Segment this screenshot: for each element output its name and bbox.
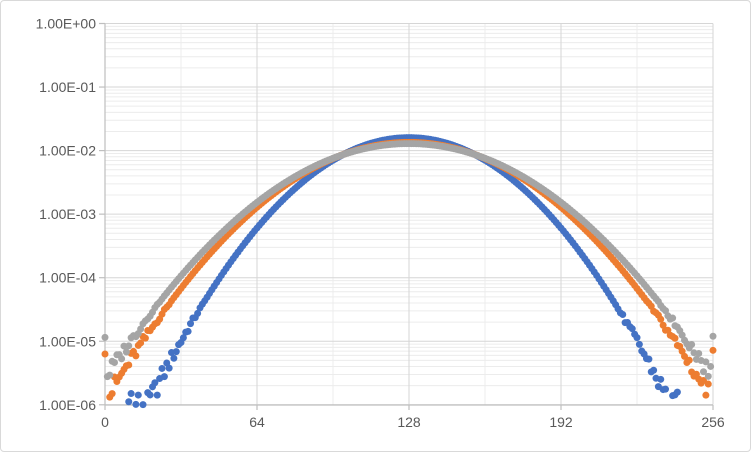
x-axis-label: 192 — [549, 414, 573, 430]
data-point-blue — [151, 379, 159, 387]
data-point-blue — [165, 364, 173, 372]
data-point-blue — [153, 391, 161, 399]
data-point-gray — [704, 372, 712, 380]
x-axis-label: 256 — [701, 414, 725, 430]
data-point-orange — [709, 346, 717, 354]
data-point-orange — [125, 361, 133, 369]
data-point-orange — [685, 356, 693, 364]
data-point-orange — [137, 339, 145, 347]
x-axis-label: 0 — [101, 414, 109, 430]
data-point-gray — [688, 340, 696, 348]
axes — [99, 22, 714, 410]
data-point-gray — [111, 359, 118, 367]
data-point-blue — [662, 385, 669, 393]
series-gray — [101, 140, 717, 381]
data-point-gray — [118, 355, 126, 363]
data-point-blue — [628, 325, 636, 333]
y-axis-label: 1.00E-06 — [39, 397, 96, 413]
data-point-blue — [633, 334, 641, 342]
data-point-gray — [122, 348, 130, 356]
y-axis-label: 1.00E-04 — [39, 270, 96, 286]
data-point-blue — [170, 354, 178, 362]
data-point-orange — [704, 380, 712, 388]
data-point-gray — [106, 371, 114, 379]
x-axis-label: 128 — [397, 414, 421, 430]
data-point-blue — [619, 310, 627, 318]
data-point-blue — [134, 391, 142, 399]
data-point-orange — [702, 391, 710, 399]
data-point-blue — [127, 390, 135, 398]
data-point-blue — [635, 340, 643, 348]
data-point-orange — [141, 334, 149, 342]
data-point-gray — [695, 349, 703, 357]
data-point-blue — [650, 366, 658, 374]
data-point-gray — [700, 368, 707, 376]
y-axis-label: 1.00E+00 — [36, 16, 97, 32]
data-point-blue — [187, 320, 194, 328]
major-gridlines — [105, 23, 714, 406]
data-point-blue — [132, 400, 140, 408]
data-point-gray — [707, 362, 715, 370]
data-point-orange — [132, 352, 140, 360]
data-point-blue — [657, 375, 665, 383]
y-axis-label: 1.00E-05 — [39, 333, 96, 349]
y-axis-label: 1.00E-02 — [39, 143, 96, 159]
data-point-blue — [160, 373, 168, 381]
data-point-orange — [657, 315, 665, 323]
data-point-blue — [146, 391, 154, 399]
data-point-blue — [158, 364, 166, 372]
data-point-gray — [101, 333, 109, 341]
data-point-gray — [669, 314, 677, 322]
x-axis-label: 64 — [249, 414, 265, 430]
data-point-blue — [139, 401, 147, 409]
data-point-blue — [645, 355, 653, 363]
y-axis-label: 1.00E-03 — [39, 206, 96, 222]
data-point-orange — [671, 334, 679, 342]
y-axis-label: 1.00E-01 — [39, 79, 96, 95]
data-point-blue — [179, 334, 187, 342]
data-point-gray — [137, 325, 145, 333]
data-point-orange — [101, 350, 109, 358]
data-point-gray — [702, 358, 710, 366]
data-point-blue — [172, 348, 180, 356]
data-point-blue — [194, 309, 202, 317]
axis-labels: 1.00E+00 1.00E-01 1.00E-02 1.00E-03 1.00E-04… — [36, 16, 725, 431]
data-point-gray — [709, 332, 717, 340]
data-point-blue — [673, 388, 681, 396]
data-point-blue — [184, 327, 192, 335]
data-point-orange — [681, 352, 688, 360]
data-point-gray — [125, 342, 133, 350]
data-point-orange — [108, 390, 116, 398]
data-point-blue — [125, 398, 133, 406]
